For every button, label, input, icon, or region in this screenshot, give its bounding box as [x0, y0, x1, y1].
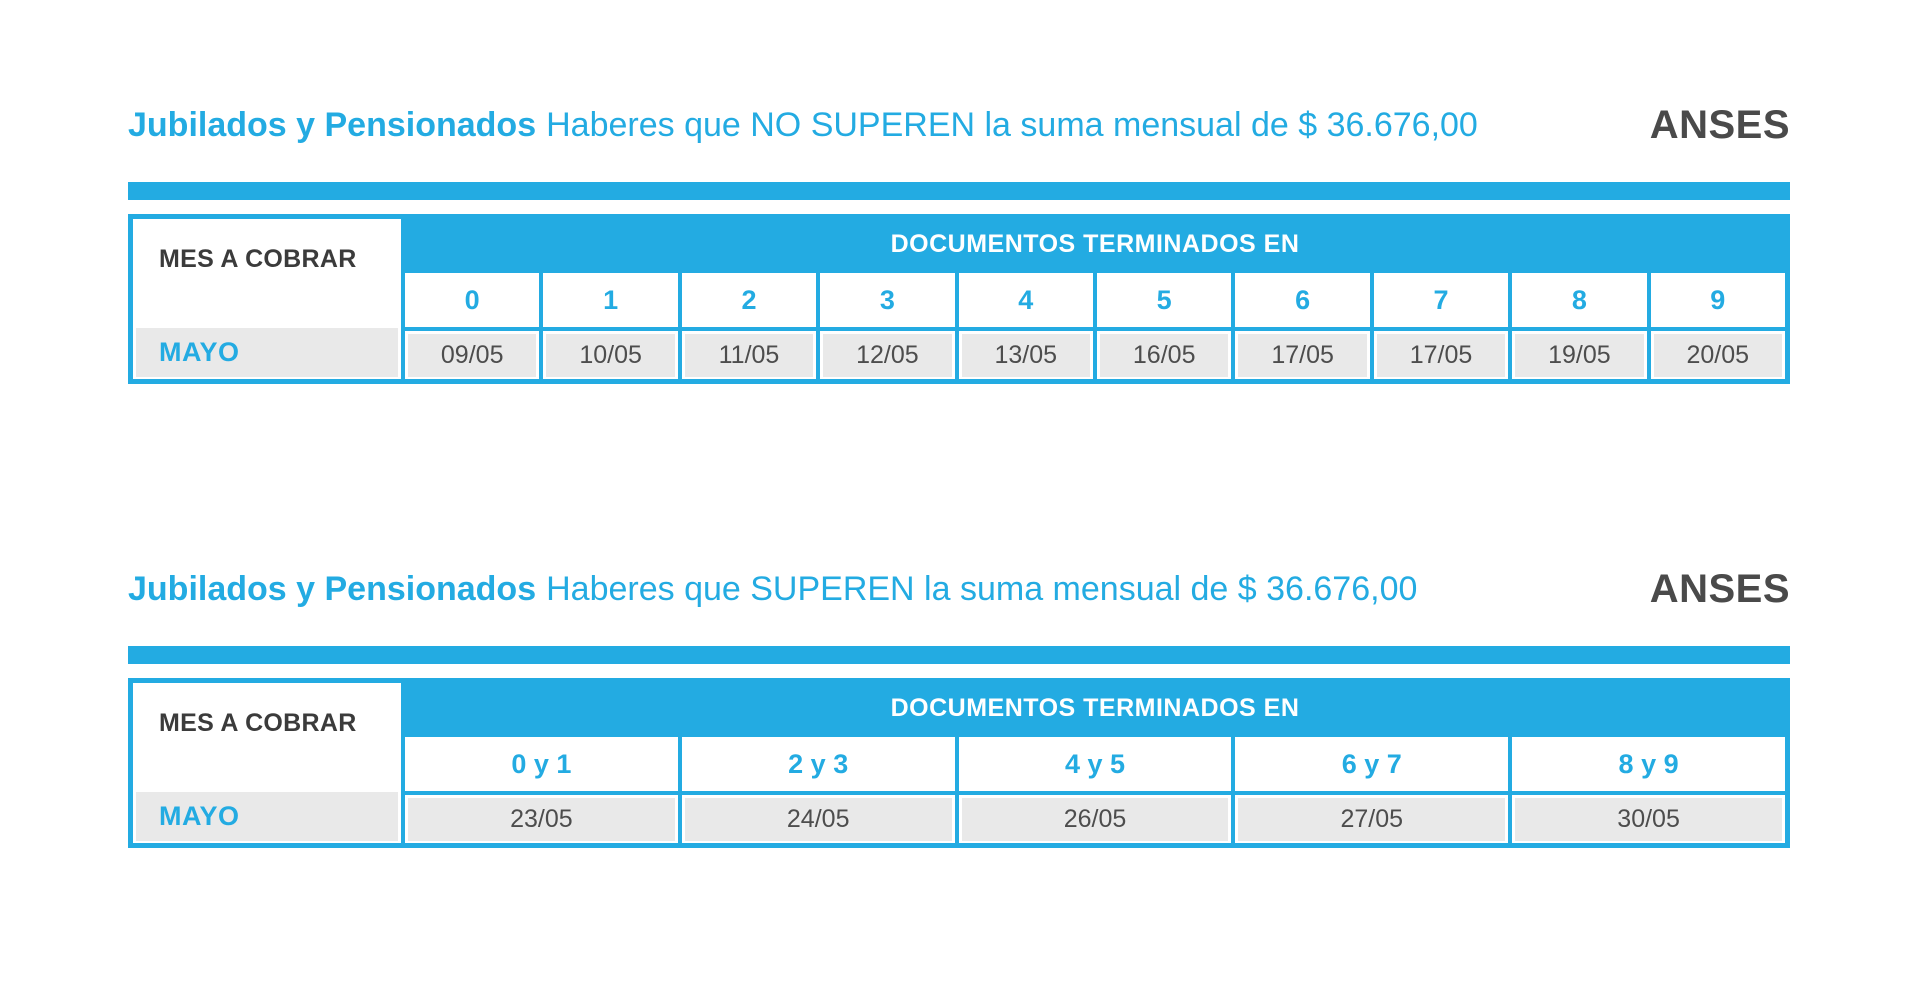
digit-column-header: 2 y 3: [681, 737, 955, 791]
section-title: Jubilados y Pensionados Haberes que NO SU…: [128, 106, 1478, 145]
section-title: Jubilados y Pensionados Haberes que SUPER…: [128, 570, 1417, 609]
digit-column-header: 7: [1373, 273, 1509, 327]
payment-date-cell: 16/05: [1096, 331, 1232, 379]
digit-column-header: 1: [543, 273, 678, 327]
section-header: Jubilados y Pensionados Haberes que NO SU…: [128, 96, 1790, 145]
payment-table: MES A COBRAR MAYO DOCUMENTOS TERMINADOS …: [128, 678, 1790, 848]
payment-date-cell: 11/05: [681, 331, 817, 379]
documentos-terminados-header: DOCUMENTOS TERMINADOS EN: [890, 693, 1300, 722]
month-label: MAYO: [136, 792, 398, 841]
payment-table: MES A COBRAR MAYO DOCUMENTOS TERMINADOS …: [128, 214, 1790, 384]
payment-date-cell: 20/05: [1650, 331, 1785, 379]
section-title-bold: Jubilados y Pensionados: [128, 106, 537, 144]
payment-date-cell: 26/05: [958, 795, 1232, 843]
mes-a-cobrar-cell: MES A COBRAR MAYO: [133, 683, 401, 843]
digit-column-header: 3: [820, 273, 955, 327]
accent-divider-bar: [128, 646, 1790, 664]
digit-column-header: 4 y 5: [958, 737, 1232, 791]
payment-date-cell: 23/05: [405, 795, 678, 843]
payment-date-cell: 19/05: [1512, 331, 1647, 379]
payment-date-cell: 30/05: [1512, 795, 1785, 843]
digit-column-header: 6: [1235, 273, 1370, 327]
section-title-subtitle: Haberes que NO SUPEREN la suma mensual d…: [546, 106, 1478, 144]
digit-column-header: 2: [681, 273, 817, 327]
month-label: MAYO: [136, 328, 398, 377]
accent-divider-bar: [128, 182, 1790, 200]
digit-column-header: 8: [1512, 273, 1647, 327]
section-title-bold: Jubilados y Pensionados: [128, 570, 537, 608]
mes-a-cobrar-cell: MES A COBRAR MAYO: [133, 219, 401, 379]
mes-a-cobrar-label: MES A COBRAR: [159, 245, 357, 273]
mes-a-cobrar-label: MES A COBRAR: [159, 709, 357, 737]
documentos-terminados-header: DOCUMENTOS TERMINADOS EN: [890, 229, 1300, 258]
digit-column-header: 5: [1096, 273, 1232, 327]
payment-date-cell: 17/05: [1373, 331, 1509, 379]
payment-schedule-section-superen: Jubilados y Pensionados Haberes que SUPER…: [128, 560, 1790, 848]
payment-date-cell: 24/05: [681, 795, 955, 843]
section-header: Jubilados y Pensionados Haberes que SUPER…: [128, 560, 1790, 609]
payment-date-cell: 09/05: [405, 331, 540, 379]
anses-logo: ANSES: [1649, 103, 1790, 147]
payment-date-cell: 17/05: [1235, 331, 1370, 379]
section-title-subtitle: Haberes que SUPEREN la suma mensual de $…: [546, 570, 1418, 608]
digit-column-header: 4: [958, 273, 1093, 327]
digit-column-header: 0 y 1: [405, 737, 678, 791]
payment-date-cell: 13/05: [958, 331, 1093, 379]
payment-date-cell: 27/05: [1235, 795, 1509, 843]
payment-date-cell: 10/05: [543, 331, 678, 379]
digit-column-header: 9: [1650, 273, 1785, 327]
anses-logo: ANSES: [1649, 567, 1790, 611]
payment-date-cell: 12/05: [820, 331, 955, 379]
payment-schedule-section-no-superen: Jubilados y Pensionados Haberes que NO SU…: [128, 96, 1790, 384]
digit-column-header: 0: [405, 273, 540, 327]
digit-column-header: 6 y 7: [1235, 737, 1509, 791]
digit-column-header: 8 y 9: [1512, 737, 1785, 791]
